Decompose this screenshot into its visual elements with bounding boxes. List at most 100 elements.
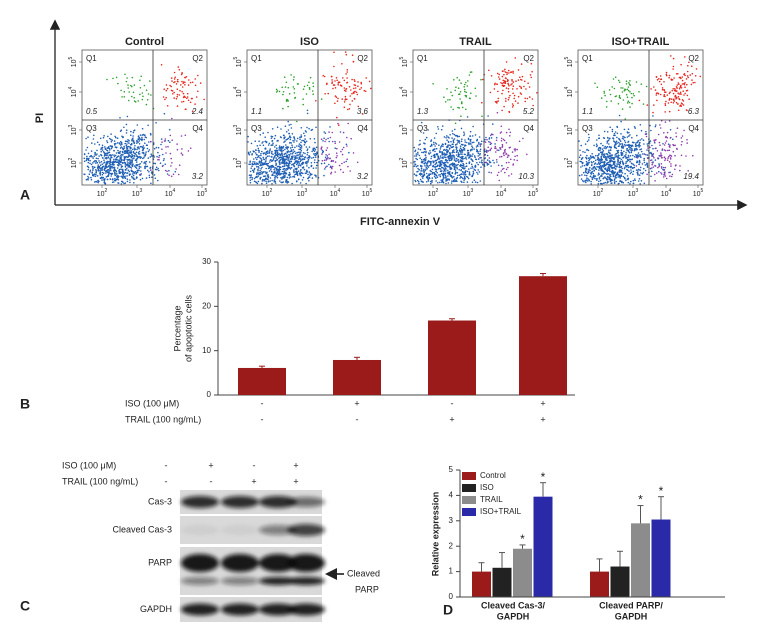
cell-dot [287,121,289,123]
cell-dot [512,106,514,108]
cell-dot [326,159,328,161]
cell-dot [282,171,284,173]
tick-base: 10 [71,89,78,97]
cell-dot [679,165,681,167]
cell-dot [140,87,142,89]
cell-dot [87,169,89,171]
cell-dot [687,71,689,73]
cell-dot [529,96,531,98]
cell-dot [531,71,533,73]
cell-dot [458,140,460,142]
cell-dot [128,159,130,161]
cell-dot [174,72,176,74]
cell-dot [456,165,458,167]
tick-exponent: 4 [233,86,239,89]
cell-dot [332,132,334,134]
cell-dot [294,139,296,141]
cell-dot [91,179,93,181]
cell-dot [660,152,662,154]
cell-dot [519,86,521,88]
cell-dot [503,153,505,155]
cell-dot [161,64,163,66]
cell-dot [275,145,277,147]
cell-dot [300,152,302,154]
cell-dot [584,174,586,176]
tick-label: 102 [262,188,273,198]
band [221,554,259,572]
cell-dot [294,97,296,99]
cell-dot [449,99,451,101]
cell-dot [454,129,456,131]
cell-dot [120,158,122,160]
tick-base: 10 [693,191,701,198]
y-tick-group: 105 [233,56,243,67]
cell-dot [461,128,463,130]
cell-dot [687,75,689,77]
cell-dot [109,178,111,180]
cell-dot [445,144,447,146]
cell-dot [126,124,128,126]
tick-label: 102 [593,188,604,198]
cell-dot [357,81,359,83]
cell-dot [346,145,348,147]
cell-dot [139,168,141,170]
cell-dot [415,158,417,160]
cell-dot [88,153,90,155]
cell-dot [664,91,666,93]
cell-dot [122,169,124,171]
cell-dot [118,164,120,166]
cell-dot [455,123,457,125]
cell-dot [326,165,328,167]
cell-dot [418,181,420,183]
cell-dot [423,152,425,154]
cell-dot [444,164,446,166]
cell-dot [89,171,91,173]
cell-dot [347,166,349,168]
cell-dot [487,147,489,149]
tick-label: 105 [528,188,539,198]
cell-dot [190,82,192,84]
cell-dot [622,108,624,110]
cell-dot [487,159,489,161]
cell-dot [603,182,605,184]
cell-dot [487,155,489,157]
significance-mark: * [520,532,525,546]
cell-dot [440,157,442,159]
cell-dot [288,151,290,153]
quadrant-percentage: 1.1 [251,107,262,116]
cell-dot [580,145,582,147]
cell-dot [518,69,520,71]
cell-dot [664,156,666,158]
y-tick-group: 102 [68,157,78,168]
cell-dot [124,91,126,93]
cell-dot [464,89,466,91]
cell-dot [478,153,480,155]
cell-dot [119,159,121,161]
cell-dot [181,148,183,150]
cell-dot [625,118,627,120]
cell-dot [500,148,502,150]
cell-dot [662,143,664,145]
cell-dot [475,95,477,97]
cell-dot [425,157,427,159]
cell-dot [163,96,165,98]
cell-dot [582,165,584,167]
cell-dot [501,110,503,112]
cell-dot [490,135,492,137]
cell-dot [168,175,170,177]
cell-dot [132,137,134,139]
cell-dot [353,88,355,90]
cell-dot [451,137,453,139]
cell-dot [156,156,158,158]
cell-dot [435,171,437,173]
cell-dot [102,172,104,174]
cell-dot [617,160,619,162]
cell-dot [479,153,481,155]
cell-dot [297,83,299,85]
cell-dot [349,170,351,172]
cell-dot [251,153,253,155]
cell-dot [686,78,688,80]
cell-dot [140,76,142,78]
cell-dot [598,183,600,185]
cell-dot [268,168,270,170]
